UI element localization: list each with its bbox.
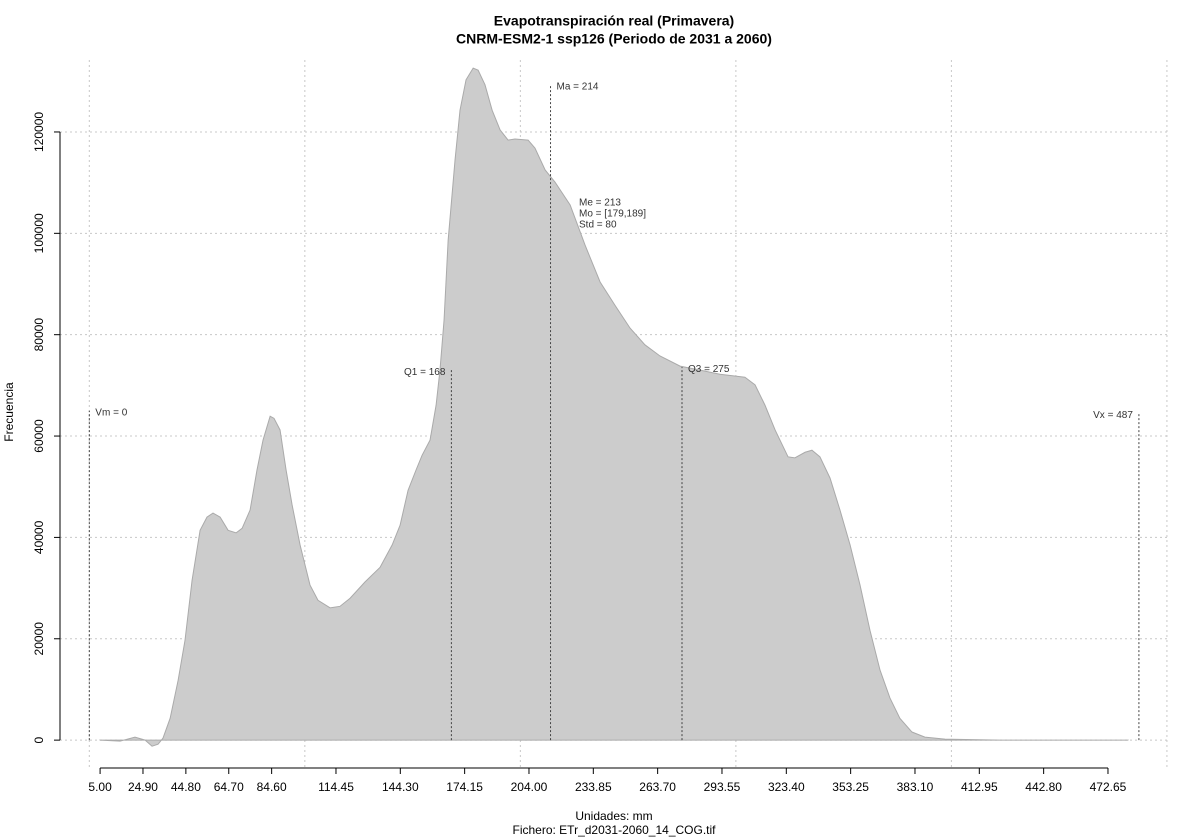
x-axis-label: Unidades: mm [575,809,652,823]
x-tick-label: 174.15 [446,780,483,794]
x-tick-label: 233.85 [575,780,612,794]
x-tick-label: 44.80 [171,780,201,794]
y-tick-label: 120000 [32,112,46,152]
x-tick-label: 442.80 [1025,780,1062,794]
x-tick-label: 412.95 [961,780,998,794]
x-tick-label: 114.45 [318,780,354,794]
y-tick-label: 20000 [32,622,46,656]
x-tick-label: 263.70 [639,780,676,794]
stat-label: Mo = [179,189] [579,209,646,220]
y-tick-label: 80000 [32,318,46,352]
x-tick-label: 293.55 [704,780,741,794]
stat-label: Std = 80 [579,220,617,231]
x-tick-label: 204.00 [511,780,548,794]
x-tick-label: 353.25 [832,780,869,794]
annotation-label: Q3 = 275 [688,364,730,375]
y-axis-label: Frecuencia [2,382,16,442]
x-tick-label: 5.00 [88,780,112,794]
x-tick-label: 24.90 [128,780,158,794]
chart-subtitle: CNRM-ESM2-1 ssp126 (Periodo de 2031 a 20… [456,31,772,47]
caption: Fichero: ETr_d2031-2060_14_COG.tif [513,823,717,837]
x-tick-label: 84.60 [257,780,287,794]
chart-title: Evapotranspiración real (Primavera) [494,13,734,29]
y-tick-label: 0 [32,736,46,743]
x-tick-label: 64.70 [214,780,244,794]
density-area [99,67,1129,747]
y-tick-label: 40000 [32,520,46,554]
y-tick-label: 100000 [32,213,46,253]
annotation-label: Vx = 487 [1093,410,1133,421]
x-tick-label: 472.65 [1090,780,1127,794]
annotation-label: Vm = 0 [95,407,127,418]
y-tick-label: 60000 [32,419,46,453]
annotation-label: Q1 = 168 [404,367,446,378]
stat-label: Me = 213 [579,198,621,209]
annotation-label: Ma = 214 [557,81,599,92]
x-tick-label: 383.10 [897,780,934,794]
x-tick-label: 323.40 [768,780,805,794]
x-tick-label: 144.30 [382,780,419,794]
